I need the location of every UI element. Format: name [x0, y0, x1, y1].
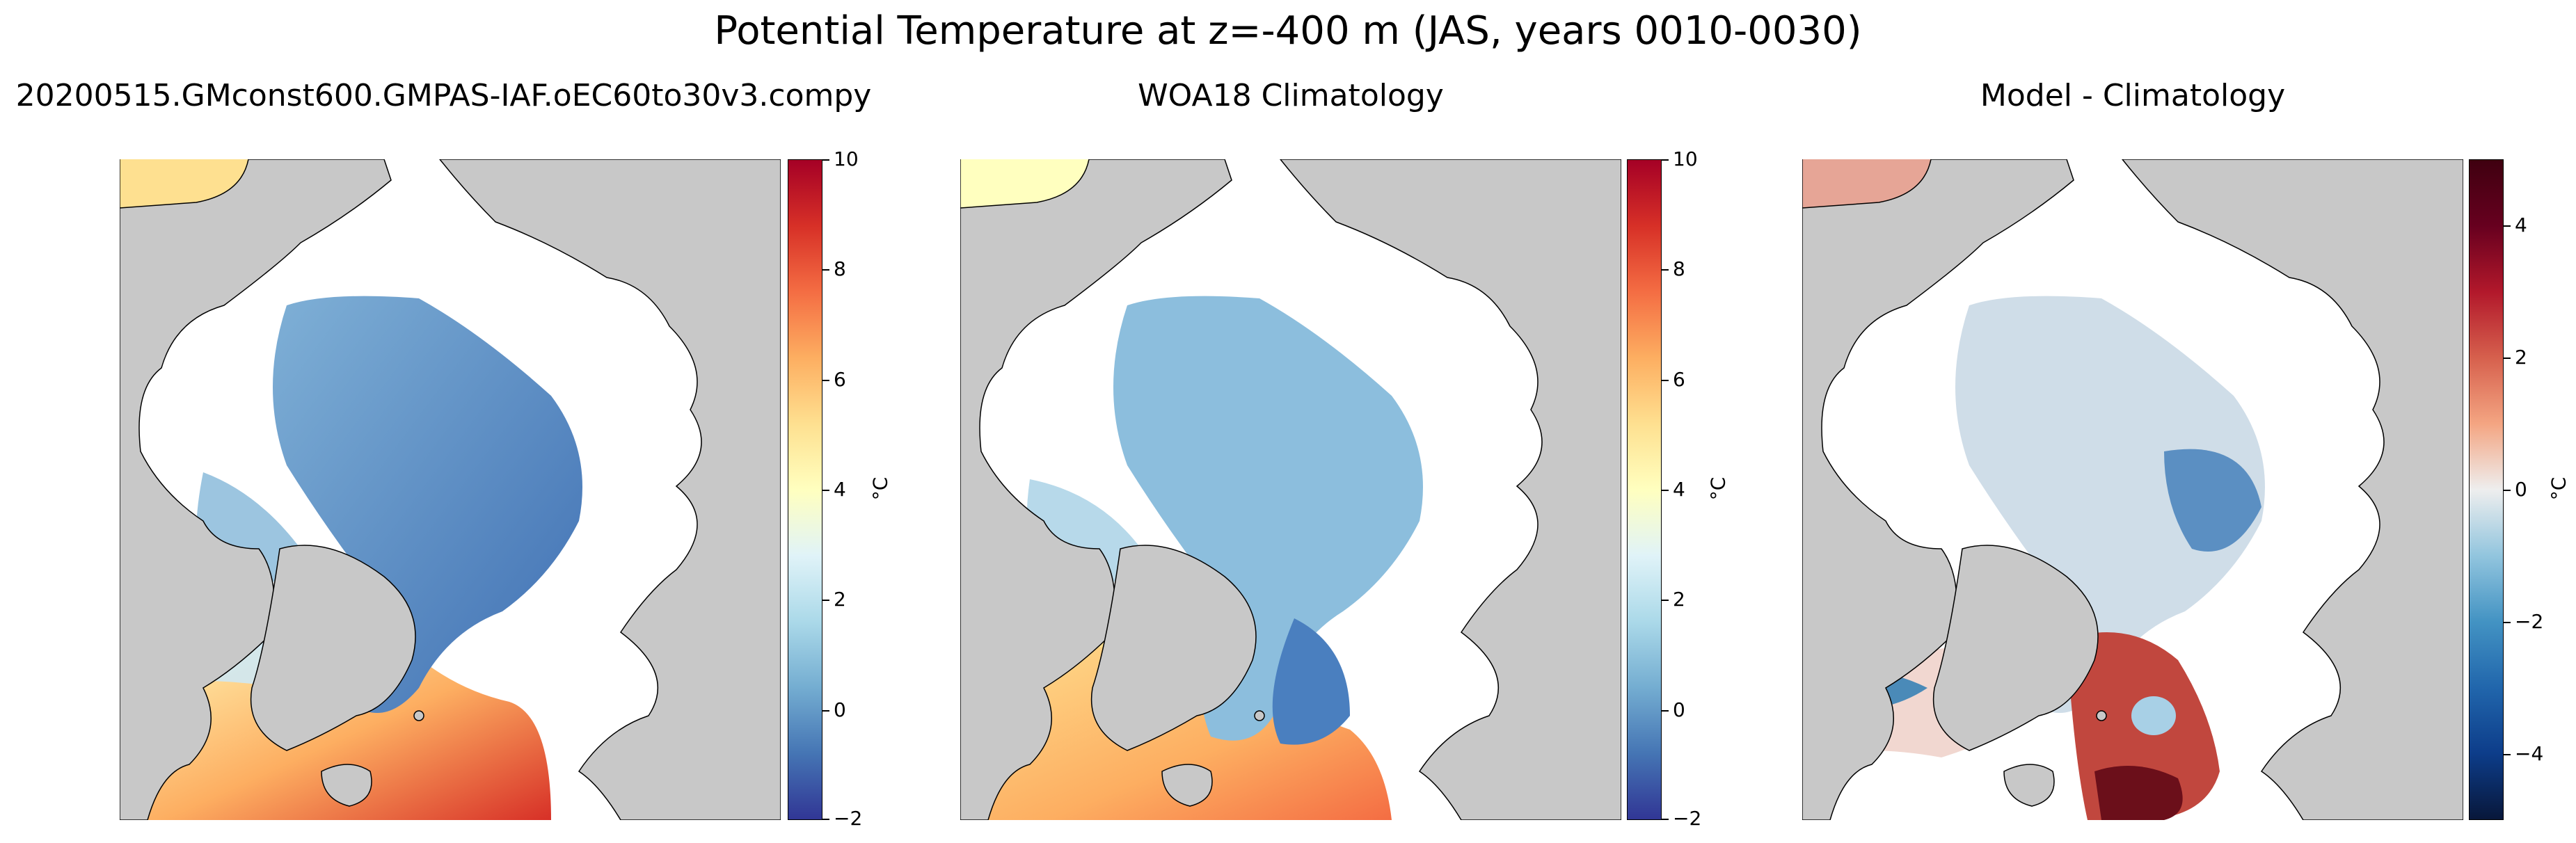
tick-label: 2 [2515, 346, 2527, 369]
tick-label: 4 [1673, 478, 1685, 501]
eurasia-landmass [439, 159, 781, 820]
panel-title-climatology: WOA18 Climatology [1138, 78, 1444, 113]
colorbar-climatology-unit: °C [1706, 476, 1730, 501]
map-climatology [960, 159, 1621, 820]
tick-label: 0 [834, 698, 846, 721]
pacific-warm-water [960, 159, 1089, 208]
tick-label: 6 [1673, 368, 1685, 391]
panel-title-model: 20200515.GMconst600.GMPAS-IAF.oEC60to30v… [15, 78, 872, 113]
tick-label: 0 [1673, 698, 1685, 721]
figure-title: Potential Temperature at z=-400 m (JAS, … [714, 8, 1862, 54]
north-america-landmass [120, 159, 392, 820]
tick-label: 2 [1673, 588, 1685, 611]
greenland-landmass [1932, 545, 2099, 751]
panel-title-difference: Model - Climatology [1980, 78, 2286, 113]
tick-label: −2 [834, 807, 863, 830]
eurasia-landmass [1280, 159, 1621, 820]
atlantic-warm-water [960, 639, 1392, 820]
colorbar-model [788, 159, 822, 820]
greenland-landmass [1090, 545, 1257, 751]
tick-label: 8 [834, 257, 846, 280]
pacific-warm-water [120, 159, 248, 208]
colorbar-climatology [1627, 159, 1662, 820]
tick-label: 4 [2515, 214, 2527, 236]
map-difference [1802, 159, 2463, 820]
tick-label: 8 [1673, 257, 1685, 280]
iceland-landmass [2003, 764, 2055, 807]
arctic-basin-water [1113, 296, 1423, 741]
iceland-landmass [1161, 764, 1213, 807]
tick-label: −4 [2515, 742, 2544, 765]
north-america-landmass [960, 159, 1232, 820]
tick-label: 10 [1673, 147, 1698, 170]
colorbar-difference [2469, 159, 2504, 820]
north-america-landmass [1802, 159, 2074, 820]
tick-label: 4 [834, 478, 846, 501]
tick-label: −2 [1673, 807, 1702, 830]
tick-label: 10 [834, 147, 859, 170]
tick-label: 0 [2515, 478, 2527, 501]
eurasia-landmass [2122, 159, 2463, 820]
iceland-landmass [321, 764, 372, 807]
pacific-anomaly [1802, 159, 1931, 208]
tick-label: −2 [2515, 610, 2544, 633]
tick-label: 6 [834, 368, 846, 391]
map-model [120, 159, 781, 820]
colorbar-difference-unit: °C [2547, 476, 2570, 501]
tick-label: 2 [834, 588, 846, 611]
colorbar-model-unit: °C [868, 476, 892, 501]
greenland-landmass [250, 545, 416, 751]
